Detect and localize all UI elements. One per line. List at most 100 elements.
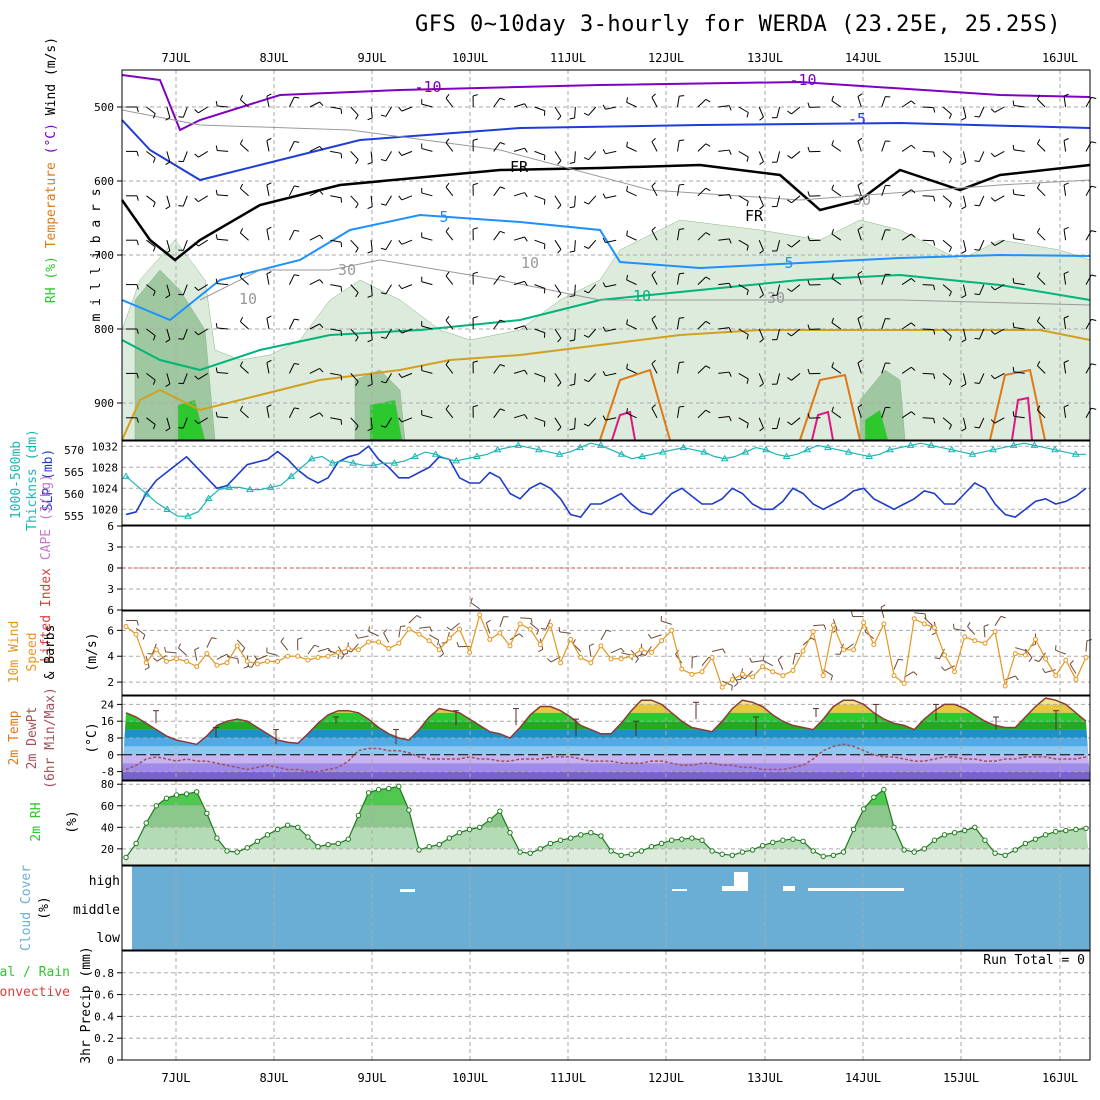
upper-wind-barb <box>569 339 575 342</box>
upper-wind-barb <box>961 250 967 254</box>
wind10-point <box>729 676 735 682</box>
upper-wind-barb <box>146 239 156 248</box>
wind10-barb <box>211 637 217 640</box>
wind10-point <box>396 640 402 646</box>
cloud-level-label: high <box>89 874 120 889</box>
upper-wind-barb <box>705 143 711 147</box>
wind10-barb <box>368 630 379 637</box>
wind10-point <box>760 664 766 670</box>
wind10-barb <box>499 616 504 628</box>
upper-tick-label: 500 <box>94 101 114 114</box>
thickness-point <box>266 483 275 490</box>
wind10-point <box>790 667 796 673</box>
upper-wind-barb <box>569 206 575 209</box>
bottom-day-label: 10JUL <box>452 1071 488 1085</box>
wind10-point <box>881 621 887 627</box>
upper-wind-barb <box>1063 406 1067 418</box>
upper-wind-barb <box>881 229 886 241</box>
wind10-point <box>628 653 634 659</box>
upper-ylabel-part: (°C) <box>44 123 59 162</box>
wind10-barb <box>644 646 652 656</box>
contour-label: 30 <box>853 191 871 209</box>
upper-wind-barb <box>831 317 835 323</box>
upper-wind-barb <box>472 360 478 363</box>
upper-wind-barb <box>421 148 433 152</box>
upper-wind-barb <box>330 284 342 288</box>
upper-wind-barb <box>524 236 528 242</box>
upper-wind-barb <box>962 106 967 118</box>
upper-wind-barb <box>198 372 208 380</box>
upper-wind-barb <box>1085 230 1092 241</box>
upper-wind-barb <box>738 328 749 335</box>
upper-wind-barb <box>881 407 886 418</box>
upper-wind-barb <box>309 323 320 330</box>
contour-label: 30 <box>767 289 785 307</box>
thickness-point <box>369 461 378 468</box>
wind10-point <box>254 661 260 667</box>
upper-wind-barb <box>990 374 996 380</box>
upper-wind-barb <box>198 328 208 336</box>
wind10-barb <box>640 653 646 656</box>
temp-contour <box>120 163 1091 262</box>
wind10-barb <box>529 622 539 631</box>
upper-wind-barb <box>266 318 270 330</box>
wind10-barb <box>610 647 622 654</box>
rh2m-point <box>618 852 624 859</box>
upper-wind-barb <box>198 239 208 247</box>
upper-tick-label: 700 <box>94 249 114 262</box>
upper-wind-barb <box>676 96 680 108</box>
upper-wind-barb <box>831 411 842 419</box>
upper-wind-barb <box>605 195 617 199</box>
upper-wind-barb <box>146 417 156 425</box>
upper-wind-barb <box>705 276 711 280</box>
cloud-ylabel-2: (%) <box>37 896 52 919</box>
upper-wind-barb <box>513 192 525 197</box>
upper-wind-barb <box>962 151 967 163</box>
upper-wind-barb <box>239 139 244 145</box>
upper-wind-barb <box>182 106 188 118</box>
contour-label: FR <box>510 158 529 176</box>
thickness-point <box>1071 450 1080 457</box>
rh2m-point <box>699 837 705 843</box>
cloud-ylabel-1-part: Cloud Cover <box>19 865 34 951</box>
upper-wind-barb <box>557 204 562 210</box>
upper-wind-barb <box>1012 366 1015 372</box>
upper-wind-barb <box>294 185 300 188</box>
upper-wind-barb <box>759 116 764 121</box>
contour-label: -10 <box>789 71 816 89</box>
upper-wind-barb <box>759 161 764 166</box>
thickness-point <box>493 445 502 453</box>
wind10-barb <box>923 617 933 626</box>
upper-wind-barb <box>978 106 985 118</box>
wind10-point <box>820 673 826 679</box>
wind10-point <box>436 647 442 653</box>
wind10-barb <box>792 653 796 665</box>
upper-wind-barb <box>152 291 156 297</box>
rh2m-point <box>951 829 958 836</box>
wind10-point <box>679 666 685 672</box>
upper-wind-barb <box>759 338 764 343</box>
precip-tick-label: 0.2 <box>94 1032 114 1045</box>
upper-wind-barb <box>1037 365 1046 374</box>
upper-wind-barb <box>240 99 249 108</box>
rh2m-point <box>891 824 897 831</box>
upper-wind-barb <box>421 414 433 419</box>
rh2m-point <box>446 835 453 841</box>
wind10-point <box>467 649 473 655</box>
wind10-speed-line <box>125 613 1087 689</box>
upper-wind-barb <box>385 417 392 428</box>
upper-wind-barb <box>194 242 199 247</box>
upper-wind-barb <box>401 106 413 112</box>
upper-wind-barb <box>718 371 730 374</box>
upper-wind-barb <box>901 144 912 152</box>
thickness-point <box>122 472 130 479</box>
upper-wind-barb <box>569 250 575 253</box>
upper-wind-barb <box>961 161 967 165</box>
upper-wind-barb <box>266 140 270 152</box>
wind10-barb <box>355 633 359 639</box>
upper-wind-barb <box>679 183 685 186</box>
upper-wind-barb <box>791 328 801 337</box>
upper-wind-barb <box>728 327 732 333</box>
upper-wind-barb <box>994 195 1005 202</box>
wind10-barb <box>241 647 246 653</box>
